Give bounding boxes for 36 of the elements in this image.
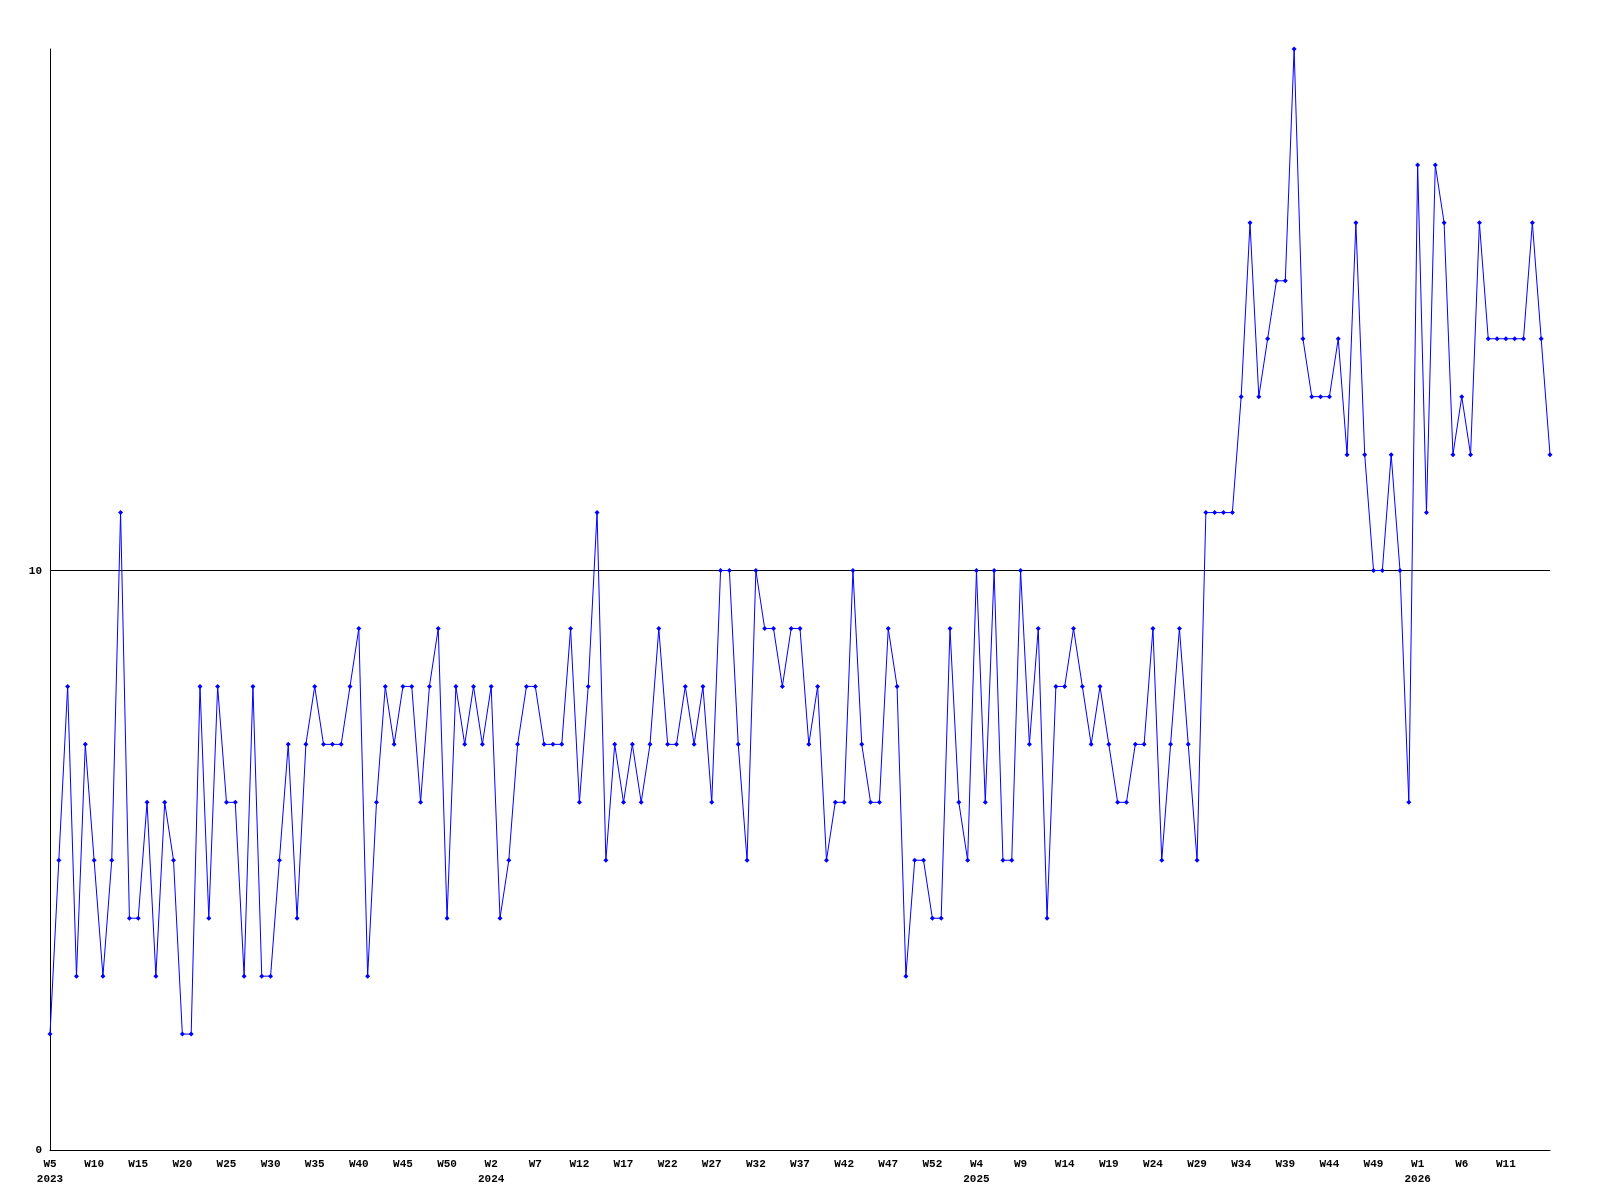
x-tick-label: W52 bbox=[922, 1157, 943, 1170]
x-tick-label: W39 bbox=[1275, 1157, 1296, 1170]
x-tick-label: W49 bbox=[1363, 1157, 1384, 1170]
x-tick-label: W42 bbox=[834, 1157, 855, 1170]
x-tick-label: W37 bbox=[790, 1157, 810, 1170]
x-tick-label: W29 bbox=[1187, 1157, 1207, 1170]
x-tick-label: W5 2023 bbox=[36, 1157, 64, 1185]
x-tick-label: W6 bbox=[1455, 1157, 1469, 1170]
x-tick-label: W17 bbox=[613, 1157, 634, 1170]
x-tick-label: W14 bbox=[1054, 1157, 1075, 1170]
x-tick-label: W24 bbox=[1143, 1157, 1164, 1170]
x-tick-label: W2 2024 bbox=[477, 1157, 505, 1185]
x-tick-label: W19 bbox=[1098, 1157, 1119, 1170]
x-tick-label: W35 bbox=[304, 1157, 325, 1170]
x-tick-label: W20 bbox=[172, 1157, 193, 1170]
x-tick-label: W45 bbox=[393, 1157, 414, 1170]
x-tick-label: W11 bbox=[1495, 1157, 1517, 1170]
x-tick-label: W32 bbox=[745, 1157, 766, 1170]
x-tick-label: W1 2026 bbox=[1404, 1157, 1431, 1185]
x-tick-label: W40 bbox=[348, 1157, 369, 1170]
x-tick-label: W27 bbox=[701, 1157, 722, 1170]
x-tick-label: W4 2025 bbox=[963, 1157, 991, 1185]
x-tick-label: W34 bbox=[1231, 1157, 1252, 1170]
x-tick-label: W22 bbox=[657, 1157, 678, 1170]
y-tick-label: 0 bbox=[35, 1144, 42, 1156]
x-tick-label: W7 bbox=[528, 1157, 542, 1170]
x-tick-label: W30 bbox=[260, 1157, 281, 1170]
y-tick-label: 10 bbox=[28, 564, 42, 577]
x-tick-label: W12 bbox=[569, 1157, 590, 1170]
x-tick-label: W15 bbox=[128, 1157, 149, 1170]
x-tick-label: W10 bbox=[84, 1157, 105, 1170]
x-tick-label: W9 bbox=[1013, 1157, 1028, 1170]
x-tick-label: W25 bbox=[216, 1157, 237, 1170]
x-tick-label: W47 bbox=[878, 1157, 899, 1170]
x-tick-label: W44 bbox=[1319, 1157, 1340, 1170]
x-tick-label: W50 bbox=[437, 1157, 457, 1170]
